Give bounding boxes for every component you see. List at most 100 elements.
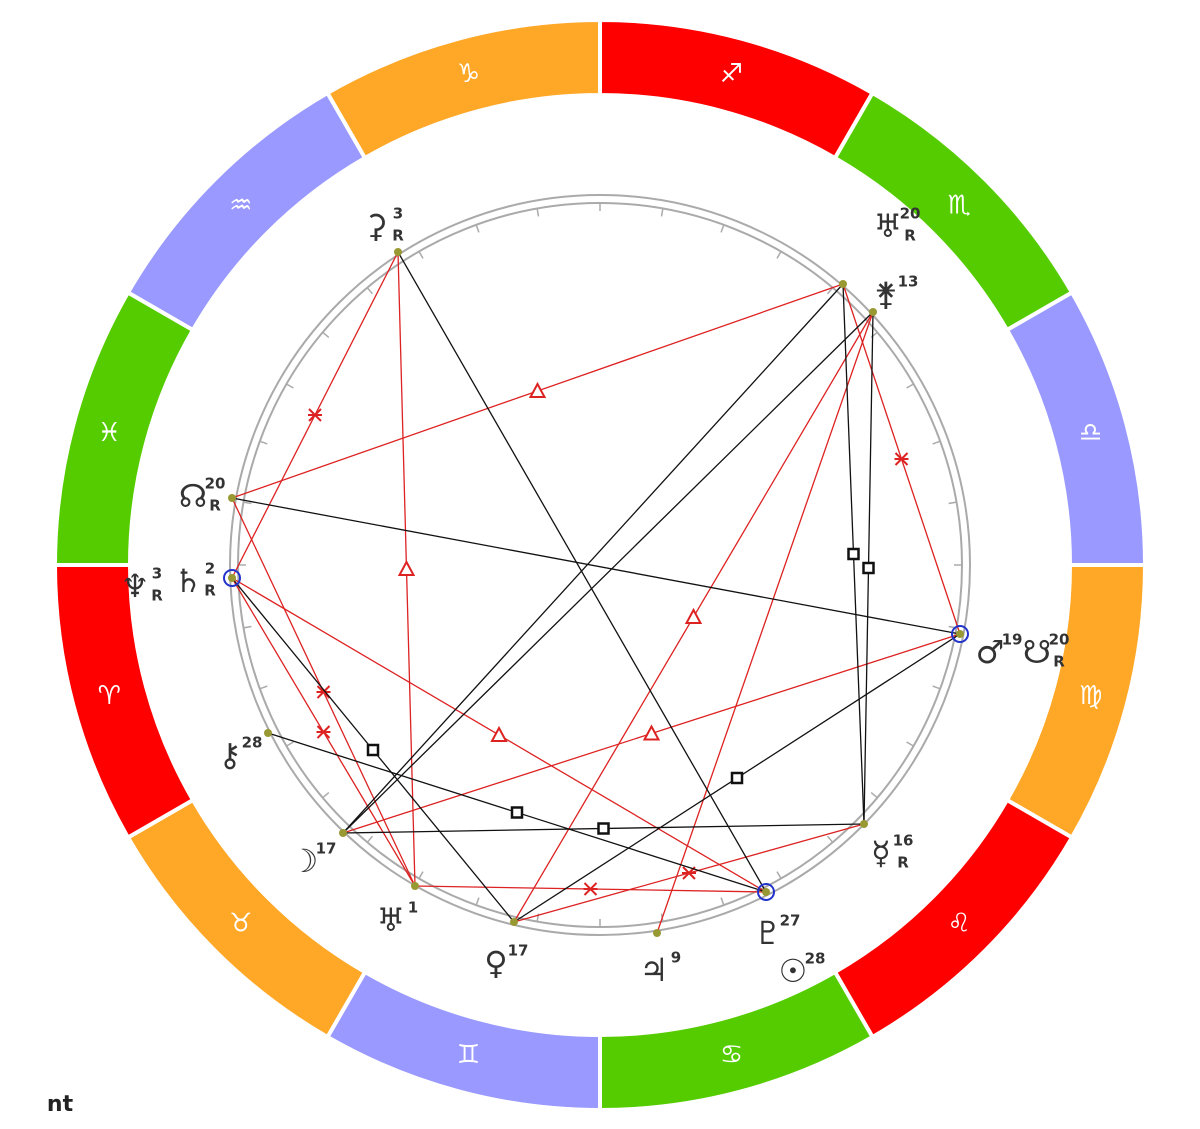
tick — [826, 835, 834, 843]
zodiac-glyph: ♓ — [98, 418, 121, 448]
planet-degree: 1 — [408, 899, 418, 917]
planet-degree: 16 — [893, 832, 914, 850]
tick — [776, 251, 782, 259]
aspect-trine — [490, 725, 508, 742]
tick — [418, 251, 424, 259]
planet-glyph: ⚵ — [874, 275, 897, 313]
planet-glyph: ♇ — [754, 914, 783, 952]
planet-dot — [860, 820, 868, 828]
zodiac-glyph: ♋ — [720, 1040, 743, 1070]
tick — [366, 835, 374, 843]
retrograde-mark: R — [897, 854, 909, 872]
zodiac-glyph: ♎ — [1079, 418, 1102, 448]
planet-glyph: ☉ — [779, 952, 808, 990]
tick — [776, 871, 782, 879]
planet-degree: 3 — [393, 205, 403, 223]
zodiac-glyph: ♍ — [1079, 681, 1102, 711]
tick — [906, 741, 914, 747]
planet-dot — [264, 729, 272, 737]
planet-dot — [869, 308, 877, 316]
inner-circle — [229, 194, 971, 936]
tick — [418, 871, 424, 879]
planet-glyph: ⚷ — [218, 736, 241, 774]
aspect-line — [231, 497, 961, 635]
planet-glyph: ☿ — [871, 834, 891, 872]
planet-degree: 2 — [205, 560, 215, 578]
tick — [286, 383, 294, 389]
aspect-square — [597, 822, 610, 835]
aspect-square — [366, 743, 380, 757]
aspect-trine — [397, 559, 416, 576]
planet-dot — [394, 248, 402, 256]
zodiac-glyph: ♌ — [948, 909, 971, 939]
tick — [870, 791, 878, 799]
tick — [826, 287, 834, 295]
planet-dot — [228, 494, 236, 502]
planet-dot — [228, 574, 236, 582]
planet-degree: 9 — [671, 949, 681, 967]
tick — [366, 287, 374, 295]
planet-degree: 17 — [316, 840, 337, 858]
aspect-square — [730, 771, 744, 785]
aspect-sextile — [308, 408, 322, 422]
zodiac-glyph: ♈ — [98, 681, 121, 711]
tick — [322, 331, 330, 339]
tick — [286, 741, 294, 747]
tick — [243, 501, 252, 505]
zodiac-glyph: ♒ — [229, 190, 252, 220]
planet-dot — [339, 829, 347, 837]
tick — [322, 791, 330, 799]
planet-glyph: ☊ — [179, 477, 207, 515]
tick — [536, 208, 540, 217]
tick — [932, 685, 941, 690]
tick — [475, 224, 480, 233]
zodiac-segment — [324, 17, 602, 161]
tick — [720, 224, 725, 233]
planet-glyph: ⚳ — [364, 207, 387, 245]
tick — [259, 440, 268, 445]
planet-degree: 28 — [242, 734, 263, 752]
tick — [660, 208, 664, 217]
aspect-sextile — [583, 882, 598, 896]
aspect-square — [862, 561, 875, 575]
planet-dot — [762, 888, 770, 896]
planet-degree: 13 — [898, 273, 919, 291]
planet-degree: 3 — [152, 565, 162, 583]
tick — [948, 501, 957, 505]
planet-degree: 19 — [1002, 631, 1023, 649]
planet-degree: 28 — [805, 950, 826, 968]
aspect-line — [397, 251, 767, 893]
zodiac-segment — [1004, 289, 1148, 567]
planet-glyph: ♅ — [874, 207, 903, 245]
planet-degree: 20 — [205, 475, 226, 493]
zodiac-segment — [598, 17, 876, 161]
aspect-trine — [684, 607, 703, 624]
planet-degree: 20 — [900, 205, 921, 223]
planet-glyph: ♅ — [377, 901, 406, 939]
planet-glyph: ♆ — [121, 567, 150, 605]
zodiac-segment — [52, 563, 196, 841]
tick — [243, 625, 252, 629]
retrograde-mark: R — [1053, 653, 1065, 671]
aspect-line — [342, 283, 844, 834]
planet-degree: 17 — [508, 942, 529, 960]
zodiac-glyph: ♏ — [948, 190, 971, 220]
zodiac-glyph: ♉ — [229, 909, 252, 939]
planet-glyph: ☋ — [1023, 633, 1051, 671]
aspect-trine — [642, 724, 661, 741]
zodiac-glyph: ♐ — [720, 59, 743, 89]
retrograde-mark: R — [392, 227, 404, 245]
tick — [906, 383, 914, 389]
planet-glyph: ☽ — [290, 842, 319, 880]
planet-dot — [839, 280, 847, 288]
aspect-line — [656, 311, 874, 934]
aspect-square — [510, 806, 524, 819]
planet-glyph: ♀ — [484, 944, 507, 982]
retrograde-mark: R — [209, 497, 221, 515]
planet-glyph: ♂ — [976, 633, 1005, 671]
aspect-trine — [528, 381, 547, 398]
planet-glyph: ♃ — [640, 951, 669, 989]
footer: nt — [47, 1092, 74, 1117]
planet-dot — [510, 918, 518, 926]
planet-dot — [411, 882, 419, 890]
